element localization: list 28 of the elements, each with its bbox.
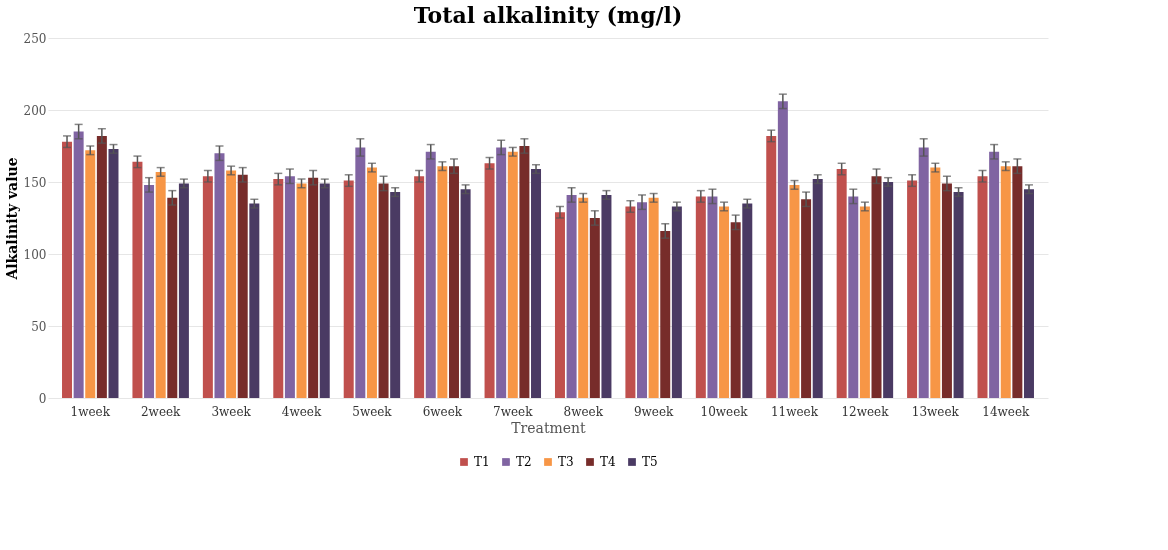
x-tick-label: 12week <box>841 404 890 419</box>
x-tick-label: 5week <box>352 404 393 419</box>
y-tick-label: 250 <box>23 31 47 46</box>
y-tick-label: 200 <box>23 103 47 118</box>
y-tick-label: 100 <box>23 247 47 262</box>
y-tick-label: 50 <box>31 319 47 334</box>
x-tick-label: 8week <box>563 404 604 419</box>
x-tick-label: 13week <box>911 404 960 419</box>
legend-label: T1 <box>474 455 490 469</box>
x-tick-label: 1week <box>70 404 111 419</box>
x-tick-label: 6week <box>422 404 463 419</box>
x-tick-label: 3week <box>211 404 252 419</box>
legend-label: T4 <box>600 455 616 469</box>
x-tick-label: 9week <box>633 404 675 419</box>
legend-label: T3 <box>558 455 574 469</box>
x-tick-label: 10week <box>700 404 749 419</box>
legend-label: T2 <box>516 455 532 469</box>
chart-title: Total alkalinity (mg/l) <box>413 2 683 28</box>
x-tick-label: 11week <box>770 404 819 419</box>
y-tick-label: 150 <box>23 175 47 190</box>
x-tick-label: 2week <box>140 404 182 419</box>
legend-label: T5 <box>642 455 658 469</box>
x-tick-label: 14week <box>982 404 1030 419</box>
x-tick-label: 4week <box>281 404 322 419</box>
y-tick-label: 0 <box>38 391 47 406</box>
x-tick-label: 7week <box>493 404 534 419</box>
y-axis-title: Alkalinity value <box>3 157 20 281</box>
x-axis-title: Treatment <box>511 419 587 436</box>
